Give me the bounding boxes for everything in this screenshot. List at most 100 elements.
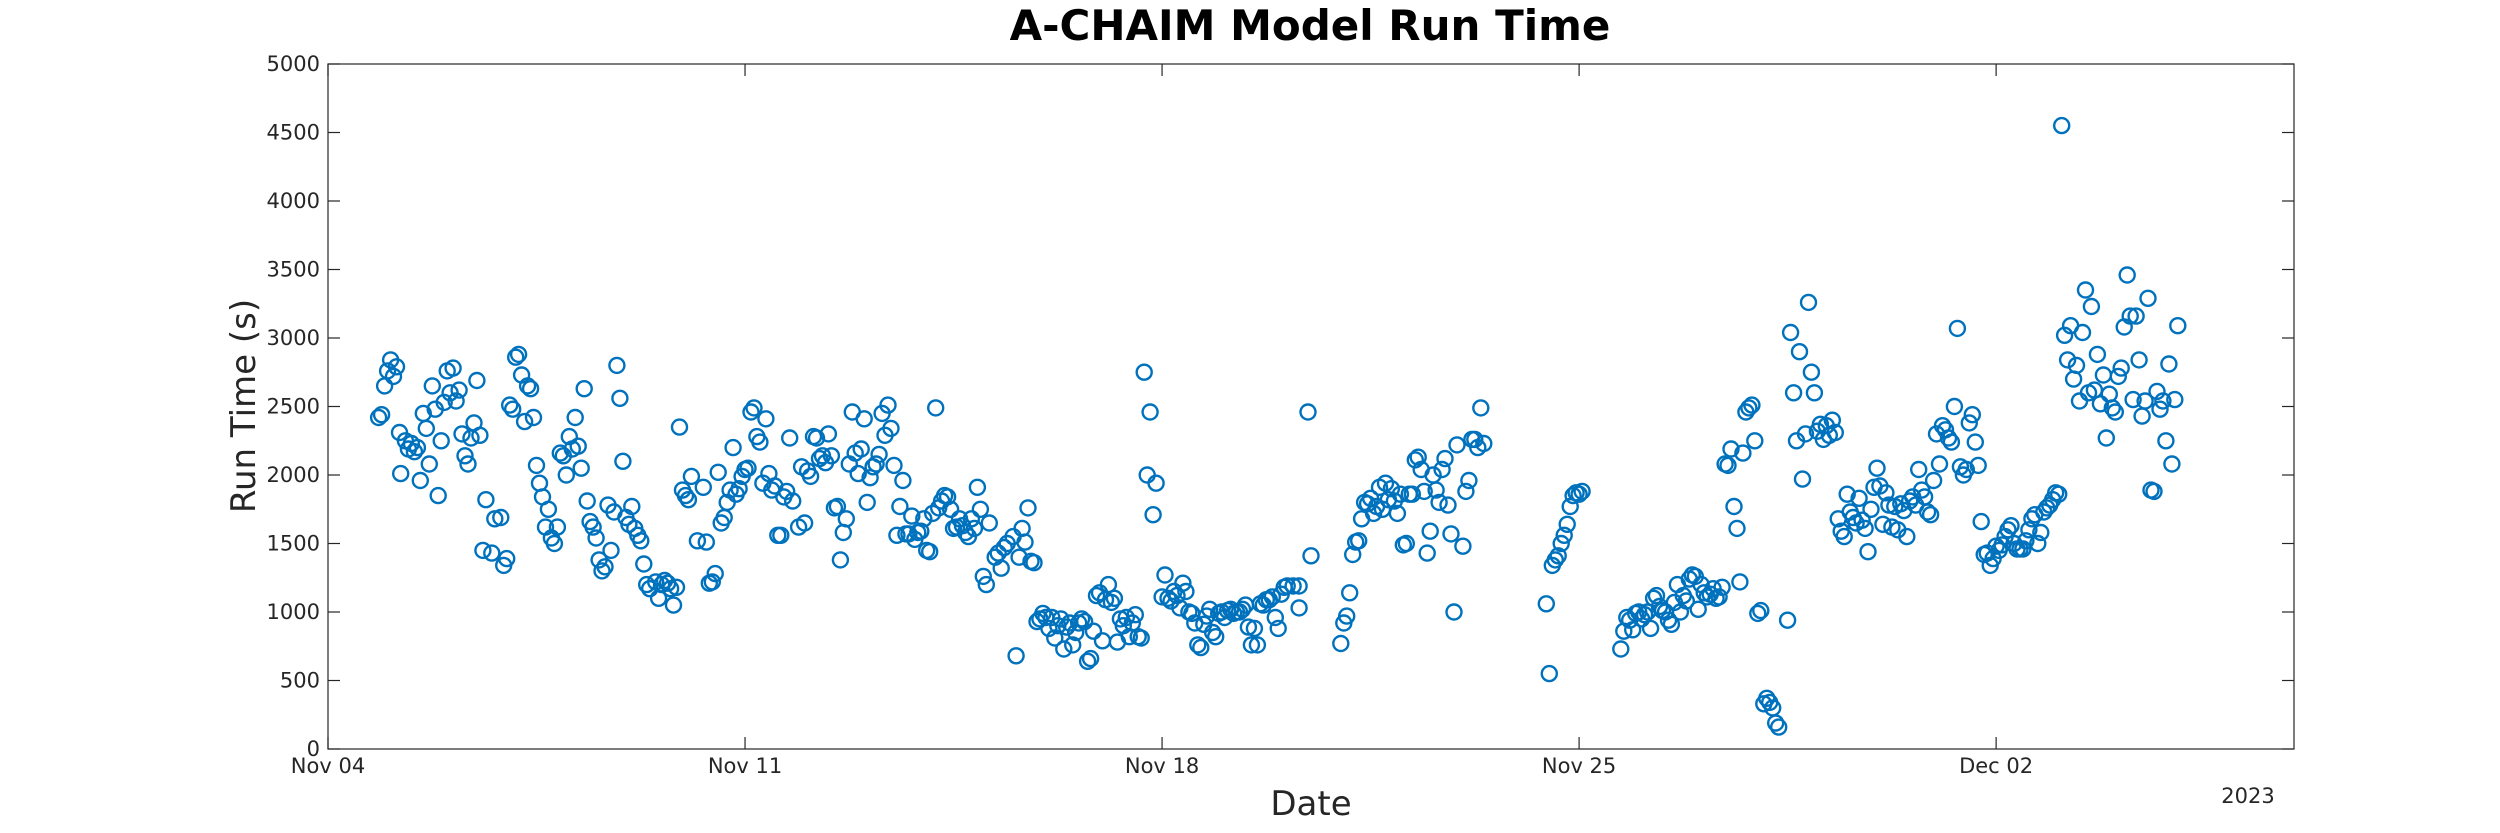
- data-point: [435, 393, 453, 412]
- data-point: [921, 543, 939, 561]
- x-tick-label: Nov 18: [1125, 754, 1199, 778]
- data-point: [1874, 515, 1892, 533]
- data-point: [795, 514, 814, 532]
- data-point: [593, 562, 611, 580]
- data-point: [1019, 499, 1037, 517]
- data-point: [1284, 577, 1302, 595]
- data-point: [1007, 647, 1025, 665]
- data-point: [1918, 503, 1937, 521]
- data-point: [1445, 603, 1463, 621]
- data-point: [849, 464, 867, 483]
- data-point: [2169, 317, 2187, 335]
- data-point: [1909, 460, 1928, 479]
- data-point: [1766, 714, 1785, 732]
- data-point: [1793, 470, 1812, 488]
- data-point: [1057, 618, 1076, 636]
- data-point: [1072, 610, 1091, 628]
- data-point: [1302, 547, 1320, 565]
- data-point: [471, 426, 489, 444]
- data-point: [1174, 574, 1192, 592]
- data-point: [962, 510, 981, 528]
- data-point: [1799, 293, 1818, 312]
- data-point: [1093, 632, 1112, 650]
- data-point: [1055, 640, 1073, 658]
- y-tick-label: 0: [307, 737, 320, 761]
- data-point: [1436, 449, 1454, 468]
- data-point: [1945, 397, 1964, 416]
- data-point: [1475, 434, 1493, 453]
- data-point: [2082, 297, 2101, 316]
- data-point: [1156, 566, 1174, 584]
- data-point: [372, 406, 391, 424]
- data-point: [515, 412, 534, 431]
- data-point: [1570, 485, 1588, 503]
- data-point: [1105, 589, 1124, 607]
- data-point: [679, 491, 698, 509]
- data-point: [1784, 384, 1803, 402]
- x-axis: Nov 04 Nov 11 Nov 18 Nov 25 Dec 02: [291, 64, 2033, 778]
- data-point: [2091, 395, 2110, 413]
- data-point: [602, 541, 620, 560]
- data-point: [1835, 527, 1853, 546]
- data-point: [757, 410, 775, 428]
- data-point: [1740, 399, 1758, 417]
- data-point: [992, 559, 1010, 577]
- data-point: [2112, 359, 2130, 377]
- data-point: [2139, 289, 2157, 307]
- data-point: [2032, 523, 2050, 542]
- data-point: [1942, 433, 1961, 451]
- data-point: [1102, 593, 1121, 612]
- data-point: [557, 466, 575, 484]
- data-point: [509, 345, 528, 364]
- data-point: [578, 492, 596, 510]
- data-point: [1340, 584, 1359, 602]
- data-point: [1075, 612, 1094, 631]
- data-point: [2151, 400, 2169, 418]
- data-point: [667, 578, 686, 596]
- data-point: [1266, 608, 1285, 627]
- data-point: [477, 491, 495, 509]
- data-point: [2133, 407, 2151, 425]
- data-point: [709, 463, 727, 481]
- y-tick-label: 4500: [267, 121, 320, 145]
- data-point: [772, 526, 790, 544]
- data-point: [1722, 440, 1740, 458]
- data-point: [1734, 444, 1752, 462]
- data-point: [1203, 623, 1222, 642]
- data-point: [2002, 517, 2020, 535]
- data-point: [870, 445, 888, 464]
- data-point: [1677, 592, 1696, 610]
- y-tick-label: 500: [280, 669, 320, 693]
- data-point: [2136, 392, 2154, 410]
- data-point: [1299, 403, 1317, 421]
- data-point: [1427, 481, 1445, 499]
- data-point: [1278, 577, 1296, 595]
- data-point: [888, 526, 906, 544]
- data-point: [1409, 448, 1427, 466]
- data-point: [1147, 474, 1165, 492]
- data-point: [1046, 629, 1064, 647]
- data-point: [1859, 543, 1877, 561]
- data-point: [1960, 414, 1979, 432]
- data-point: [941, 500, 960, 518]
- data-point: [858, 493, 876, 512]
- data-point: [834, 523, 852, 542]
- data-point: [1796, 425, 1815, 443]
- data-point: [524, 408, 543, 427]
- data-point: [623, 497, 641, 516]
- data-point: [1177, 582, 1195, 601]
- y-tick-label: 1500: [267, 532, 320, 556]
- data-point: [2067, 356, 2086, 375]
- data-point: [867, 455, 885, 473]
- data-point: [584, 518, 602, 536]
- data-point: [417, 419, 435, 438]
- data-point: [1769, 718, 1788, 736]
- data-point: [715, 508, 733, 527]
- x-tick-label: Nov 04: [291, 754, 365, 778]
- data-point: [1248, 636, 1267, 654]
- data-point: [492, 508, 510, 527]
- data-point: [1963, 406, 1982, 424]
- data-point: [1823, 411, 1842, 429]
- data-point: [1924, 471, 1943, 490]
- data-point: [1659, 611, 1678, 629]
